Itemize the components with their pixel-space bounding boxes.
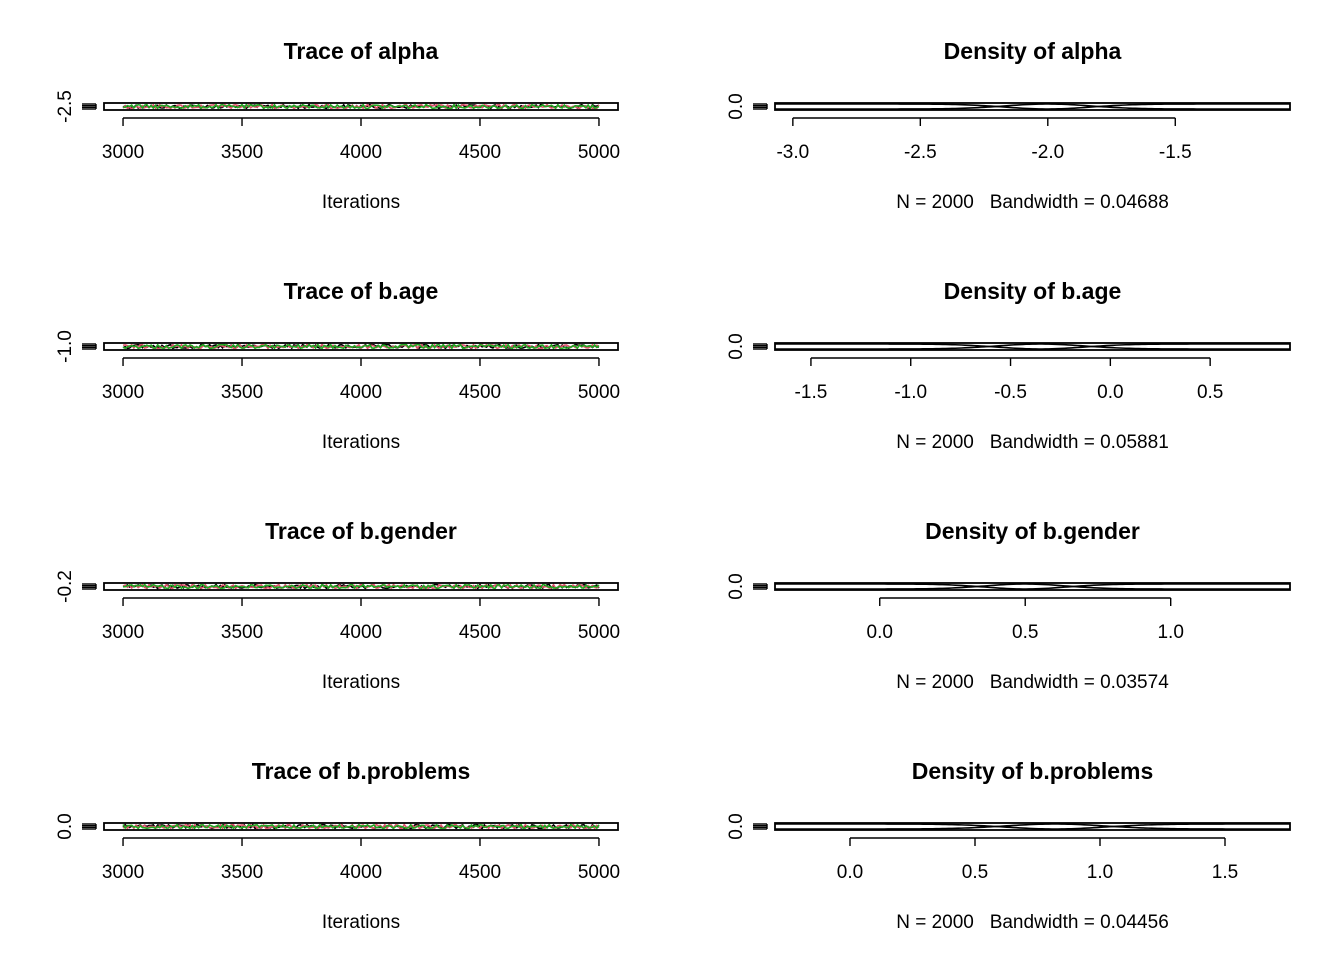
plot-frame <box>774 102 1291 111</box>
panel-title: Trace of alpha <box>284 38 439 64</box>
panel-grid: Trace of alpha 3000 3500 4000 4500 5000 -2.5 It… <box>55 38 1291 933</box>
density-curve <box>775 583 1290 590</box>
y-tick-label: 0.0 <box>726 93 747 119</box>
x-tick-label: 5000 <box>578 862 620 883</box>
y-tick-label: 0.0 <box>726 333 747 359</box>
panel-title: Density of alpha <box>944 38 1122 64</box>
x-tick-label: 3000 <box>102 622 144 643</box>
x-tick-label: 4000 <box>340 622 382 643</box>
x-tick-label: 0.5 <box>1012 622 1038 643</box>
x-tick-label: 3500 <box>221 142 263 163</box>
x-tick-label: 4500 <box>459 622 501 643</box>
panel-density-0: Density of alpha -3.0 -2.5 -2.0 -1.5 0.0 N = 2… <box>726 38 1291 213</box>
x-tick-label: 1.0 <box>1157 622 1183 643</box>
plot-frame <box>103 342 619 351</box>
x-tick-label: -2.0 <box>1031 142 1064 163</box>
density-curve <box>775 103 1290 110</box>
density-curve <box>775 103 1290 110</box>
x-tick-label: 5000 <box>578 622 620 643</box>
x-tick-label: 4500 <box>459 862 501 883</box>
density-curve <box>775 823 1290 830</box>
plot-frame <box>103 822 619 831</box>
x-tick-label: 3500 <box>221 862 263 883</box>
x-tick-label: 0.0 <box>1097 382 1123 403</box>
x-tick-label: 3000 <box>102 382 144 403</box>
panel-density-1: Density of b.age -1.5 -1.0 -0.5 0.0 0.5 0.0 N =… <box>726 278 1291 453</box>
panel-title: Density of b.gender <box>925 518 1140 544</box>
x-tick-label: 0.0 <box>837 862 863 883</box>
panel-title: Trace of b.age <box>284 278 439 304</box>
density-curve <box>775 583 1290 590</box>
x-axis-label: Iterations <box>322 912 400 933</box>
x-tick-label: 4000 <box>340 142 382 163</box>
x-tick-label: 0.5 <box>962 862 988 883</box>
y-tick-label: -2.5 <box>55 90 76 123</box>
density-curve <box>775 343 1290 350</box>
x-axis-label: Iterations <box>322 192 400 213</box>
panel-trace-2: Trace of b.gender 3000 3500 4000 4500 5000 -0.… <box>55 518 620 693</box>
plot-frame <box>774 582 1291 591</box>
x-tick-label: 1.5 <box>1212 862 1238 883</box>
trace-series-line <box>122 583 600 590</box>
x-tick-label: -2.5 <box>904 142 937 163</box>
panel-title: Trace of b.problems <box>252 758 471 784</box>
y-tick-label: -0.2 <box>55 570 76 603</box>
trace-series-line <box>122 102 600 110</box>
x-axis-label: Iterations <box>322 432 400 453</box>
x-axis-label: N = 2000 Bandwidth = 0.05881 <box>896 432 1169 453</box>
x-tick-label: -0.5 <box>994 382 1027 403</box>
x-tick-label: 4500 <box>459 142 501 163</box>
x-tick-label: -1.5 <box>1159 142 1192 163</box>
density-curve <box>775 343 1290 350</box>
x-axis-label: N = 2000 Bandwidth = 0.03574 <box>896 672 1169 693</box>
x-axis-label: Iterations <box>322 672 400 693</box>
y-tick-label: 0.0 <box>726 813 747 839</box>
density-curve <box>775 823 1290 830</box>
x-tick-label: -3.0 <box>776 142 809 163</box>
x-axis-label: N = 2000 Bandwidth = 0.04456 <box>896 912 1169 933</box>
x-tick-label: 0.5 <box>1197 382 1223 403</box>
x-tick-label: 4500 <box>459 382 501 403</box>
x-tick-label: 5000 <box>578 142 620 163</box>
x-axis-label: N = 2000 Bandwidth = 0.04688 <box>896 192 1169 213</box>
panel-title: Density of b.age <box>944 278 1122 304</box>
panel-density-2: Density of b.gender 0.0 0.5 1.0 0.0 N = 2000 … <box>726 518 1291 693</box>
x-tick-label: -1.5 <box>795 382 828 403</box>
trace-series-line <box>122 823 600 830</box>
panel-trace-0: Trace of alpha 3000 3500 4000 4500 5000 -2.5 It… <box>55 38 620 213</box>
plot-frame <box>774 342 1291 351</box>
trace-series-line <box>122 343 600 350</box>
x-tick-label: 1.0 <box>1087 862 1113 883</box>
panel-trace-1: Trace of b.age 3000 3500 4000 4500 5000 -1.0 It… <box>55 278 620 453</box>
panel-trace-3: Trace of b.problems 3000 3500 4000 4500 5000 0… <box>55 758 620 933</box>
plot-frame <box>774 822 1291 831</box>
x-tick-label: 4000 <box>340 382 382 403</box>
x-tick-label: -1.0 <box>894 382 927 403</box>
trace-series-line <box>123 583 600 590</box>
panel-density-3: Density of b.problems 0.0 0.5 1.0 1.5 0.0 N = … <box>726 758 1291 933</box>
x-tick-label: 3000 <box>102 142 144 163</box>
x-tick-label: 3500 <box>221 382 263 403</box>
x-tick-label: 4000 <box>340 862 382 883</box>
plot-frame <box>103 582 619 591</box>
panel-title: Trace of b.gender <box>265 518 457 544</box>
x-tick-label: 0.0 <box>867 622 893 643</box>
plot-frame <box>103 102 619 111</box>
y-tick-label: 0.0 <box>55 813 76 839</box>
y-tick-label: 0.0 <box>726 573 747 599</box>
x-tick-label: 3000 <box>102 862 144 883</box>
x-tick-label: 3500 <box>221 622 263 643</box>
y-tick-label: -1.0 <box>55 330 76 363</box>
x-tick-label: 5000 <box>578 382 620 403</box>
panel-title: Density of b.problems <box>912 758 1154 784</box>
